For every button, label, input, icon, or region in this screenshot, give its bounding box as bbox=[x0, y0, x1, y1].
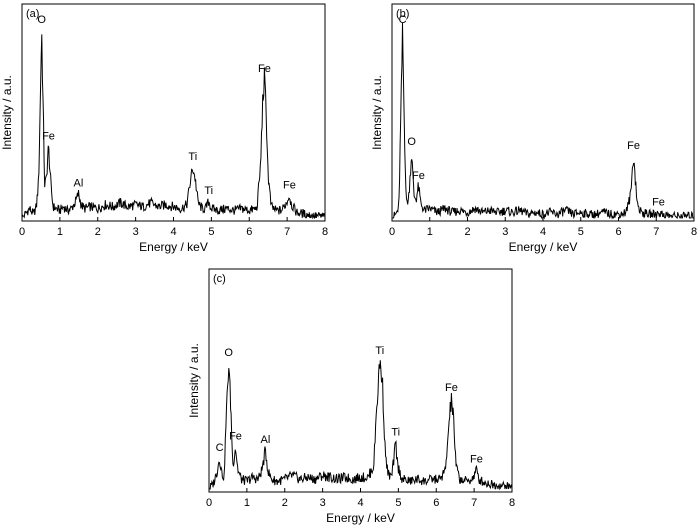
x-tick-label: 4 bbox=[170, 226, 176, 238]
x-tick-label: 5 bbox=[395, 497, 401, 509]
peak-label: Ti bbox=[188, 151, 197, 163]
x-tick-label: 2 bbox=[95, 226, 101, 238]
panel-label: (b) bbox=[396, 8, 409, 20]
x-tick-label: 0 bbox=[389, 226, 395, 238]
plot-frame bbox=[21, 3, 326, 222]
panel-label: (a) bbox=[26, 8, 39, 20]
x-tick-label: 5 bbox=[578, 226, 584, 238]
x-tick-label: 0 bbox=[19, 226, 25, 238]
x-tick-label: 7 bbox=[471, 497, 477, 509]
x-tick-label: 6 bbox=[433, 497, 439, 509]
x-tick-label: 3 bbox=[502, 226, 508, 238]
x-tick-label: 0 bbox=[206, 497, 212, 509]
x-tick-label: 8 bbox=[691, 226, 697, 238]
peak-label: Fe bbox=[445, 382, 458, 394]
chart-panel-a: O Fe Al Ti Ti Fe Fe 0 1 2 3 4 5 6 7 8 Energy / keV Intens… bbox=[0, 3, 328, 254]
peak-label: O bbox=[37, 14, 46, 26]
peak-label: Ti bbox=[204, 185, 213, 197]
x-tick-label: 7 bbox=[284, 226, 290, 238]
peak-label: C bbox=[216, 442, 224, 454]
x-tick-label: 4 bbox=[540, 226, 546, 238]
peak-label: Al bbox=[261, 434, 271, 446]
peak-label: C bbox=[399, 14, 407, 26]
spectrum-line bbox=[21, 34, 326, 220]
peak-label: Fe bbox=[258, 63, 271, 75]
x-tick-label: 5 bbox=[208, 226, 214, 238]
peak-label: Al bbox=[74, 178, 84, 190]
x-tick-label: 1 bbox=[427, 226, 433, 238]
y-axis-label: Intensity / a.u. bbox=[0, 75, 14, 150]
peak-label: Fe bbox=[627, 140, 640, 152]
x-tick-label: 3 bbox=[133, 226, 139, 238]
x-tick-label: 1 bbox=[244, 497, 250, 509]
peak-label: Ti bbox=[375, 345, 384, 357]
peak-label: Fe bbox=[652, 196, 665, 208]
x-tick-label: 8 bbox=[322, 226, 328, 238]
x-tick-label: 7 bbox=[653, 226, 659, 238]
plot-frame bbox=[208, 268, 513, 493]
x-tick-label: 4 bbox=[357, 497, 363, 509]
chart-panel-b: C O Fe Fe Fe 0 1 2 3 4 5 6 7 8 Energy / keV Intensity /… bbox=[370, 3, 697, 254]
x-tick-label: 2 bbox=[282, 497, 288, 509]
peak-label: O bbox=[224, 347, 233, 359]
x-tick-label: 6 bbox=[246, 226, 252, 238]
peak-label: Fe bbox=[229, 430, 242, 442]
peak-label: Fe bbox=[283, 179, 296, 191]
x-axis-label: Energy / keV bbox=[139, 240, 208, 254]
x-tick-label: 3 bbox=[320, 497, 326, 509]
panel-label: (c) bbox=[213, 273, 226, 285]
x-tick-label: 1 bbox=[57, 226, 63, 238]
peak-label: Fe bbox=[42, 131, 55, 143]
peak-label: O bbox=[407, 136, 416, 148]
x-tick-label: 2 bbox=[464, 226, 470, 238]
y-axis-label: Intensity / a.u. bbox=[187, 343, 201, 418]
plot-frame bbox=[391, 3, 695, 222]
y-axis-label: Intensity / a.u. bbox=[370, 75, 384, 150]
peak-label: Fe bbox=[412, 170, 425, 182]
spectrum-line bbox=[209, 360, 513, 491]
chart-panel-c: C O Fe Al Ti Ti Fe Fe 0 1 2 3 4 5 6 7 8 Energy / keV Inten… bbox=[187, 268, 515, 525]
peak-label: Ti bbox=[391, 426, 400, 438]
x-tick-label: 8 bbox=[509, 497, 515, 509]
spectrum-line bbox=[392, 22, 695, 220]
x-axis-label: Energy / keV bbox=[326, 511, 395, 525]
x-tick-label: 6 bbox=[615, 226, 621, 238]
peak-label: Fe bbox=[470, 454, 483, 466]
x-axis-label: Energy / keV bbox=[509, 240, 578, 254]
